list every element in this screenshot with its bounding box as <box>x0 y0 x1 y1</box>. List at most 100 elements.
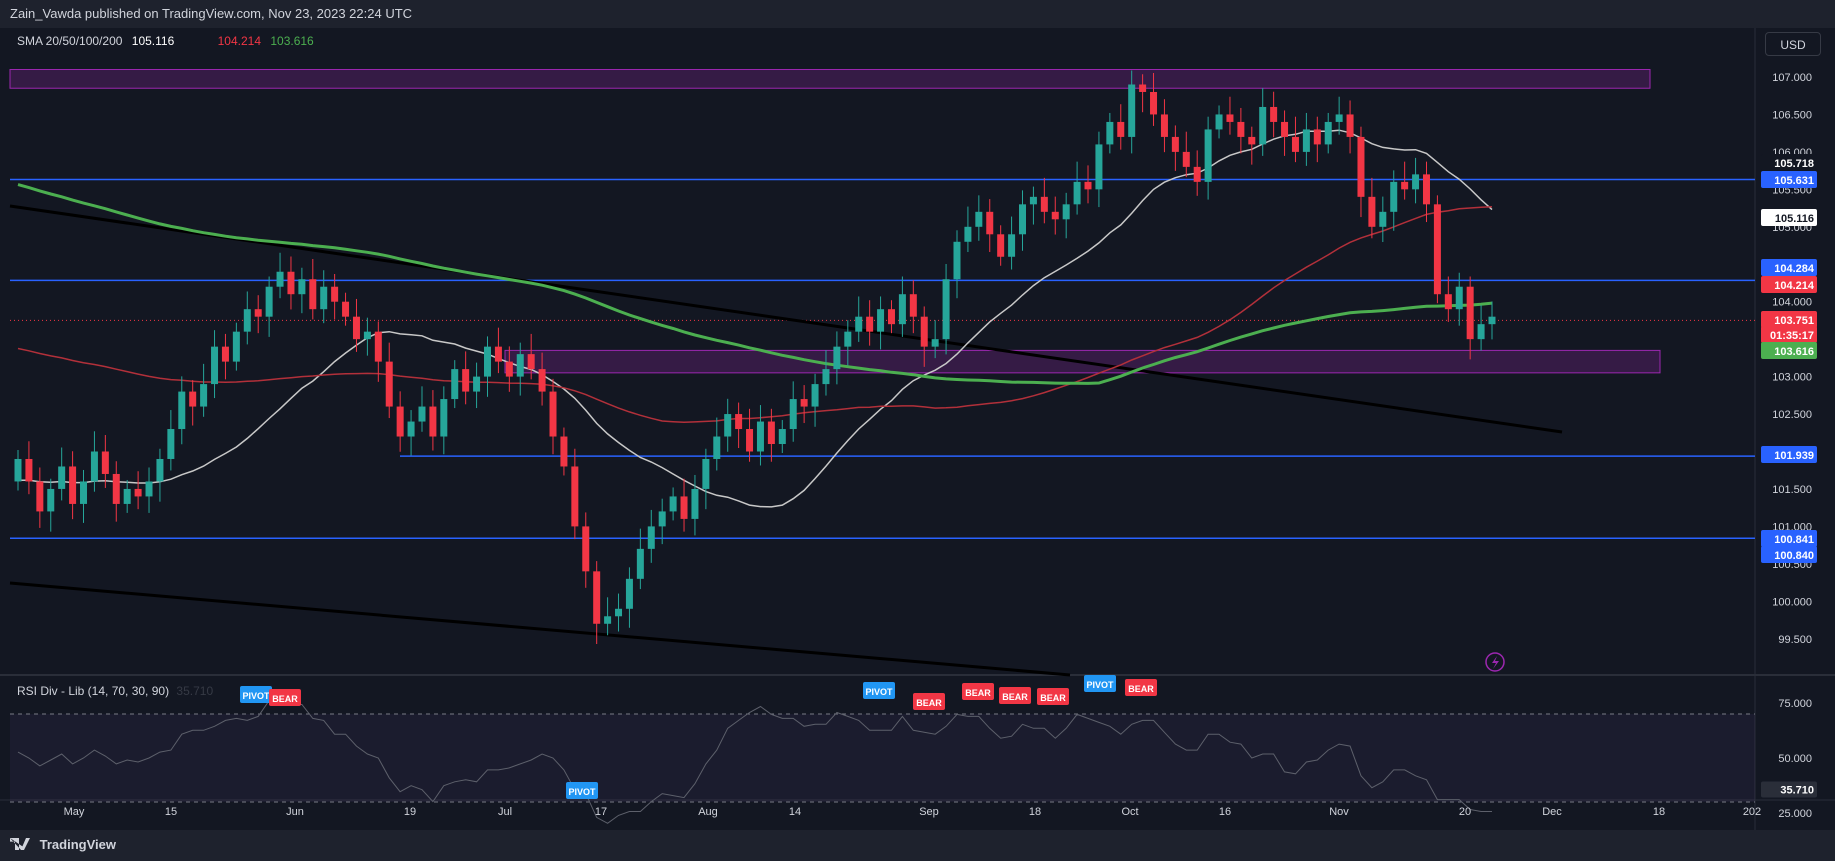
candle-body <box>221 346 229 362</box>
candle-body <box>69 466 77 504</box>
time-tick-label: 18 <box>1029 806 1041 818</box>
candle-body <box>778 429 786 445</box>
indicator-legend[interactable]: SMA 20/50/100/200 105.116 104.214 103.61… <box>17 34 320 48</box>
sma-layer <box>17 129 1493 508</box>
candle-body <box>593 571 601 624</box>
candle-body <box>680 496 688 519</box>
price-label-text: 104.284 <box>1774 263 1815 275</box>
candle-body <box>25 458 33 482</box>
candle-body <box>942 279 950 340</box>
legend-sma200-value: 103.616 <box>270 34 314 48</box>
candle-body <box>1466 286 1474 340</box>
rsi-tag-box <box>863 682 895 699</box>
candle-body <box>80 481 88 504</box>
candle-body <box>1193 166 1201 182</box>
candle-body <box>145 481 153 497</box>
candle-body <box>953 241 961 280</box>
price-tick-label: 99.500 <box>1778 634 1812 646</box>
time-tick-label: 20 <box>1459 806 1471 818</box>
rsi-tag-box <box>1125 679 1157 696</box>
candle-body <box>287 271 295 295</box>
candle-body <box>625 578 633 609</box>
candle-body <box>1128 84 1136 137</box>
candle-body <box>844 331 852 347</box>
candle-body <box>909 294 917 317</box>
rsi-tag-box <box>566 782 598 799</box>
tradingview-logo-icon <box>10 838 30 850</box>
rsi-tag-text: PIVOT <box>865 687 893 697</box>
candle-body <box>1160 114 1168 137</box>
candle-body <box>833 346 841 370</box>
candle-body <box>636 548 644 579</box>
candle-body <box>200 384 208 407</box>
rsi-label-text: RSI Div - Lib (14, 70, 30, 90) <box>17 684 170 698</box>
candle-body <box>265 286 273 317</box>
candle-body <box>887 309 895 325</box>
candle-body <box>1455 286 1463 310</box>
rsi-label-value: 35.710 <box>176 684 214 698</box>
candle-body <box>931 339 939 347</box>
candle-body <box>189 391 197 407</box>
candle-body <box>560 436 568 467</box>
candle-body <box>363 331 371 340</box>
candle-body <box>746 429 754 452</box>
sma20-line <box>18 129 1493 508</box>
candle-body <box>975 211 983 227</box>
candle-body <box>1226 114 1234 122</box>
price-label-text: 105.116 <box>1775 213 1814 225</box>
rsi-tag-box <box>1037 688 1069 705</box>
candle-body <box>1270 106 1278 122</box>
candle-body <box>342 301 350 317</box>
rsi-tag-box <box>999 687 1031 704</box>
rsi-tag-box <box>269 689 301 706</box>
price-label-box <box>1761 259 1817 276</box>
time-tick-label: 15 <box>165 806 177 818</box>
price-tick-label: 100.000 <box>1772 596 1812 608</box>
candle-body <box>1040 196 1048 212</box>
rsi-tick-label: 50.000 <box>1778 753 1812 765</box>
candle-body <box>1324 121 1332 145</box>
candle-body <box>232 331 240 362</box>
price-label-text: 105.631 <box>1774 175 1814 187</box>
price-tick-label: 103.000 <box>1772 372 1812 384</box>
tradingview-logo[interactable]: TradingView <box>10 837 116 852</box>
candles-layer <box>14 70 1496 644</box>
candle-body <box>1095 144 1103 190</box>
candle-body <box>1313 129 1321 145</box>
candle-body <box>1302 129 1310 152</box>
time-tick-label: Jun <box>286 806 304 818</box>
candle-body <box>385 361 393 407</box>
publish-text: Zain_Vawda published on TradingView.com,… <box>10 6 413 21</box>
candle-body <box>1029 196 1037 205</box>
currency-button[interactable]: USD <box>1765 32 1821 56</box>
candle-body <box>1368 196 1376 227</box>
sma100-line <box>17 205 1493 424</box>
price-label-box <box>1761 342 1817 359</box>
publish-header: Zain_Vawda published on TradingView.com,… <box>0 0 1835 28</box>
candle-body <box>1259 106 1267 145</box>
time-tick-label: Dec <box>1542 806 1562 818</box>
rsi-legend[interactable]: RSI Div - Lib (14, 70, 30, 90) 35.710 <box>17 684 213 698</box>
candle-body <box>658 511 666 527</box>
candle-body <box>1084 181 1092 190</box>
candle-body <box>320 286 328 310</box>
candle-body <box>276 271 284 287</box>
candle-body <box>298 279 306 295</box>
candle-body <box>352 316 360 340</box>
candle-body <box>855 316 863 332</box>
candle-body <box>1346 114 1354 137</box>
time-tick-label: 14 <box>789 806 801 818</box>
candle-body <box>1062 204 1070 220</box>
price-label-box <box>1761 446 1817 463</box>
candle-body <box>429 406 437 437</box>
time-tick-label: 18 <box>1653 806 1665 818</box>
candle-body <box>243 309 251 332</box>
price-label-box <box>1761 154 1817 171</box>
alert-icon <box>1485 652 1505 672</box>
candle-body <box>1171 136 1179 152</box>
rsi-tag-box <box>1084 675 1116 692</box>
sma200-line <box>17 183 1493 385</box>
time-tick-label: 17 <box>595 806 607 818</box>
candle-body <box>516 354 524 377</box>
